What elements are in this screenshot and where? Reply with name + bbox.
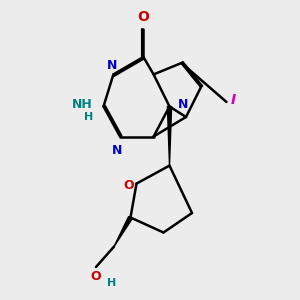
Text: O: O [91,270,101,283]
Text: N: N [178,98,188,112]
Text: O: O [137,10,149,24]
Text: H: H [84,112,93,122]
Text: N: N [112,144,122,157]
Text: I: I [231,93,236,106]
Text: N: N [107,59,117,72]
Text: H: H [106,278,116,288]
Polygon shape [114,217,132,247]
Polygon shape [167,106,172,166]
Text: NH: NH [72,98,93,111]
Text: O: O [123,178,134,192]
